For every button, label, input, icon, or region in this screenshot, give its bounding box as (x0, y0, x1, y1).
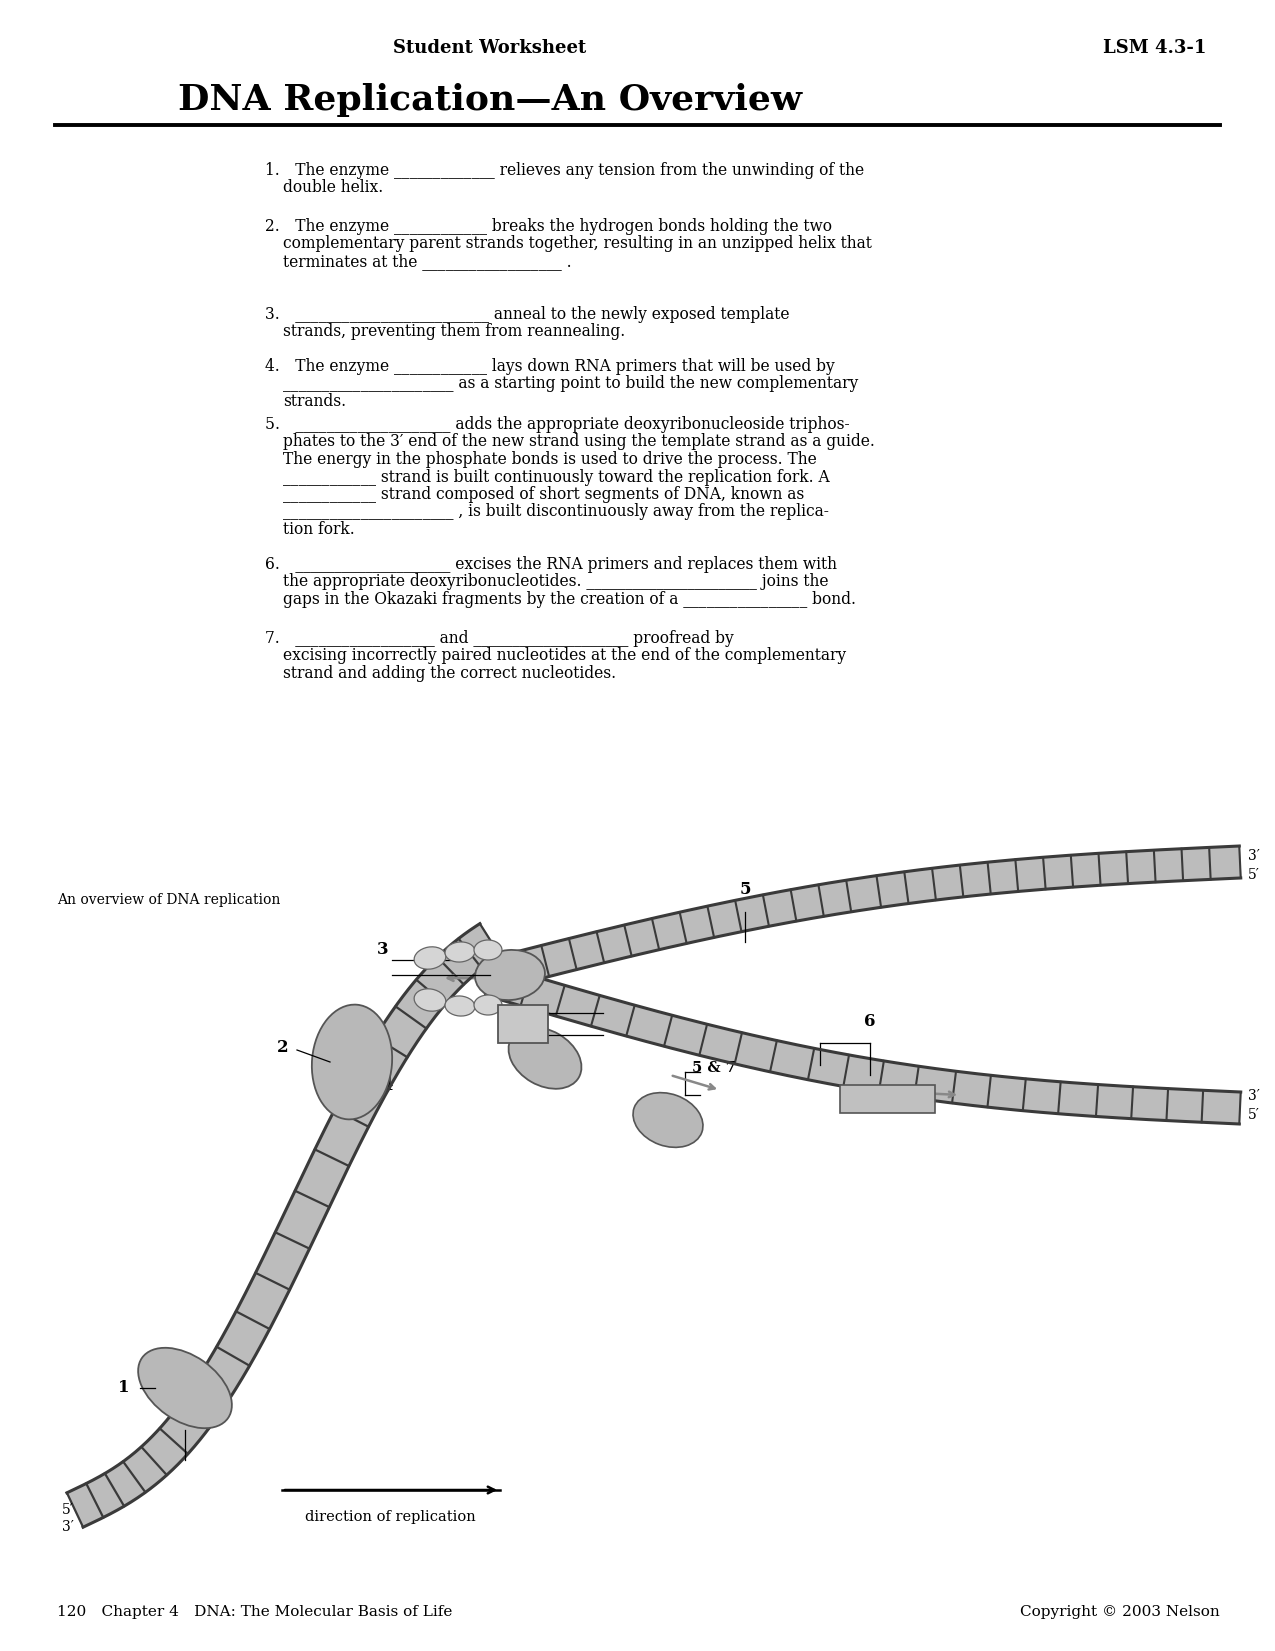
Text: phates to the 3′ end of the new strand using the template strand as a guide.: phates to the 3′ end of the new strand u… (283, 434, 875, 451)
Text: 5′: 5′ (62, 1502, 74, 1517)
Text: An overview of DNA replication: An overview of DNA replication (57, 893, 280, 906)
Text: 5: 5 (740, 882, 751, 898)
Text: 3: 3 (376, 941, 388, 959)
Text: 6. ____________________ excises the RNA primers and replaces them with: 6. ____________________ excises the RNA … (265, 556, 836, 573)
Text: 5′: 5′ (1248, 1108, 1260, 1123)
Text: 5′: 5′ (1248, 868, 1260, 882)
Text: 1: 1 (119, 1380, 130, 1397)
Text: LSM 4.3-1: LSM 4.3-1 (1103, 40, 1206, 58)
Text: The energy in the phosphate bonds is used to drive the process. The: The energy in the phosphate bonds is use… (283, 451, 817, 467)
Ellipse shape (509, 1027, 581, 1088)
Ellipse shape (474, 939, 502, 959)
Ellipse shape (138, 1347, 232, 1428)
Text: 3′: 3′ (1248, 849, 1260, 863)
Ellipse shape (445, 996, 476, 1015)
Text: 4. The enzyme ____________ lays down RNA primers that will be used by: 4. The enzyme ____________ lays down RNA… (265, 358, 835, 375)
Text: terminates at the __________________ .: terminates at the __________________ . (283, 253, 571, 271)
Text: 1. The enzyme _____________ relieves any tension from the unwinding of the: 1. The enzyme _____________ relieves any… (265, 162, 864, 178)
Text: tion fork.: tion fork. (283, 522, 354, 538)
Text: ____________ strand is built continuously toward the replication fork. A: ____________ strand is built continuousl… (283, 469, 830, 485)
Text: Copyright © 2003 Nelson: Copyright © 2003 Nelson (1020, 1605, 1220, 1620)
Text: 5 & 7: 5 & 7 (692, 1062, 736, 1075)
Ellipse shape (414, 946, 446, 969)
Ellipse shape (312, 1004, 393, 1119)
Ellipse shape (445, 943, 476, 963)
Text: ______________________ , is built discontinuously away from the replica-: ______________________ , is built discon… (283, 504, 829, 520)
Text: ____________ strand composed of short segments of DNA, known as: ____________ strand composed of short se… (283, 485, 805, 504)
Ellipse shape (474, 996, 502, 1015)
Text: ______________________ as a starting point to build the new complementary: ______________________ as a starting poi… (283, 375, 858, 393)
Text: 3′: 3′ (1248, 1090, 1260, 1103)
Text: gaps in the Okazaki fragments by the creation of a ________________ bond.: gaps in the Okazaki fragments by the cre… (283, 591, 856, 608)
Ellipse shape (476, 949, 544, 1001)
Polygon shape (66, 923, 500, 1527)
Text: 2: 2 (277, 1040, 288, 1057)
Bar (499, 1005, 548, 1043)
Text: 7. __________________ and ____________________ proofread by: 7. __________________ and ______________… (265, 631, 733, 647)
Ellipse shape (414, 989, 446, 1010)
Text: 120 Chapter 4 DNA: The Molecular Basis of Life: 120 Chapter 4 DNA: The Molecular Basis o… (57, 1605, 453, 1620)
Text: double helix.: double helix. (283, 180, 384, 196)
Text: Student Worksheet: Student Worksheet (394, 40, 586, 58)
Text: 4: 4 (380, 1076, 393, 1095)
Text: 6: 6 (864, 1014, 876, 1030)
Text: complementary parent strands together, resulting in an unzipped helix that: complementary parent strands together, r… (283, 236, 872, 253)
Ellipse shape (632, 1093, 703, 1147)
Text: 2. The enzyme ____________ breaks the hydrogen bonds holding the two: 2. The enzyme ____________ breaks the hy… (265, 218, 833, 234)
Text: excising incorrectly paired nucleotides at the end of the complementary: excising incorrectly paired nucleotides … (283, 647, 847, 664)
Polygon shape (486, 964, 1241, 1124)
Text: strands.: strands. (283, 393, 346, 409)
Text: strand and adding the correct nucleotides.: strand and adding the correct nucleotide… (283, 665, 616, 682)
Polygon shape (486, 845, 1241, 991)
Bar (840, 1085, 935, 1113)
Text: strands, preventing them from reannealing.: strands, preventing them from reannealin… (283, 324, 625, 340)
Text: 5. ____________________ adds the appropriate deoxyribonucleoside triphos-: 5. ____________________ adds the appropr… (265, 416, 849, 433)
Text: direction of replication: direction of replication (305, 1511, 476, 1524)
Text: the appropriate deoxyribonucleotides. ______________________ joins the: the appropriate deoxyribonucleotides. __… (283, 573, 829, 591)
Text: DNA Replication—An Overview: DNA Replication—An Overview (179, 83, 802, 117)
Text: 3. _________________________ anneal to the newly exposed template: 3. _________________________ anneal to t… (265, 305, 789, 324)
Text: 3′: 3′ (62, 1521, 74, 1534)
